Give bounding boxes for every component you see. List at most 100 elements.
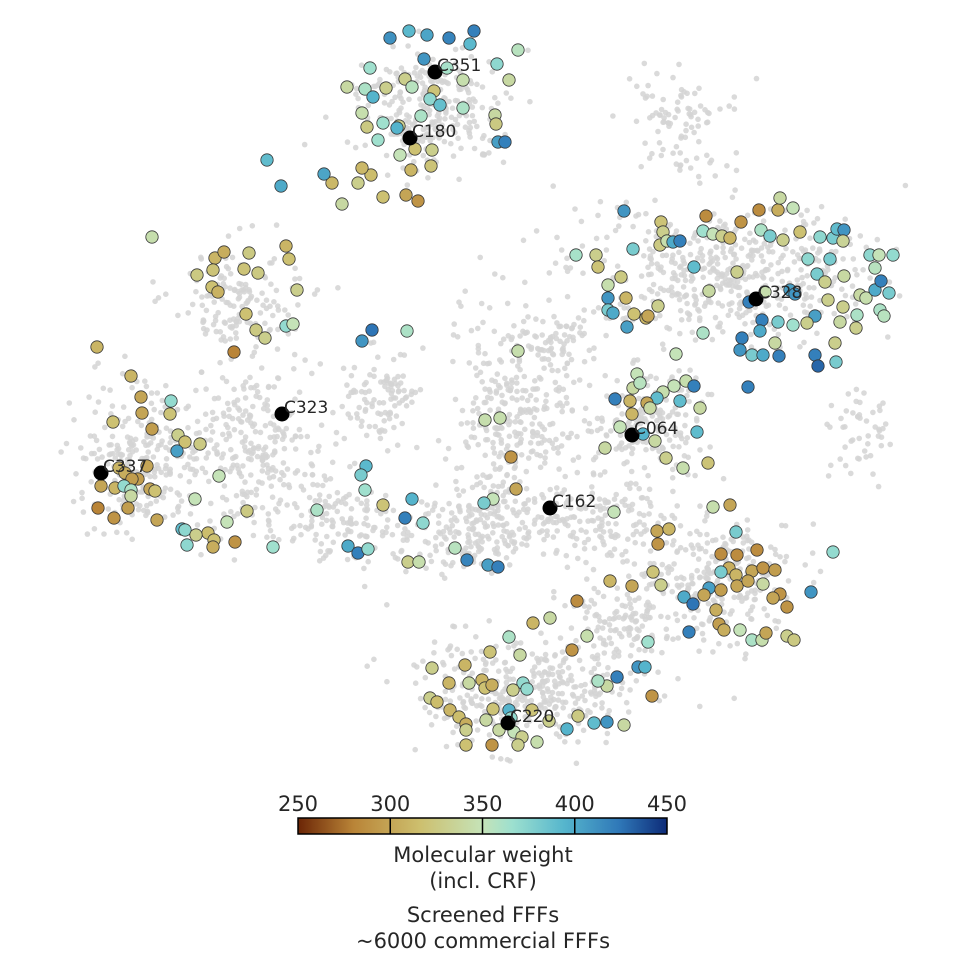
commercial-fff-point [442, 561, 449, 567]
commercial-fff-point [678, 94, 685, 100]
commercial-fff-point [524, 542, 530, 548]
commercial-fff-point [321, 473, 328, 479]
commercial-fff-point [649, 93, 656, 99]
screened-fff-point [217, 245, 231, 259]
screened-fff-point [310, 503, 324, 517]
commercial-fff-point [226, 430, 232, 437]
screened-fff-point [443, 703, 457, 717]
commercial-fff-point [314, 287, 321, 293]
commercial-fff-point [684, 435, 691, 441]
commercial-fff-point [507, 418, 513, 425]
commercial-fff-point [566, 351, 572, 358]
commercial-fff-point [761, 606, 767, 612]
commercial-fff-point [575, 695, 581, 702]
commercial-fff-point [217, 329, 224, 335]
commercial-fff-point [244, 299, 251, 306]
commercial-fff-point [206, 292, 212, 299]
commercial-fff-point [137, 489, 144, 495]
commercial-fff-point [442, 696, 449, 703]
commercial-fff-point [727, 643, 733, 649]
commercial-fff-point [714, 255, 721, 262]
commercial-fff-point [778, 255, 784, 261]
commercial-fff-point [750, 319, 756, 326]
commercial-fff-point [267, 420, 274, 427]
commercial-fff-point [596, 496, 603, 502]
commercial-fff-point [683, 292, 689, 299]
commercial-fff-point [674, 582, 681, 589]
screened-fff-point [401, 555, 415, 569]
screened-fff-point [701, 456, 715, 470]
commercial-fff-point [291, 351, 298, 358]
commercial-fff-point [863, 244, 870, 251]
commercial-fff-point [192, 471, 198, 478]
screened-fff-point [823, 252, 837, 266]
commercial-fff-point [554, 513, 560, 520]
commercial-fff-point [390, 507, 397, 514]
commercial-fff-point [471, 118, 478, 125]
commercial-fff-point [513, 374, 520, 381]
screened-fff-point [178, 523, 192, 537]
commercial-fff-point [432, 126, 439, 133]
commercial-fff-point [236, 470, 243, 477]
commercial-fff-point [753, 75, 760, 82]
commercial-fff-point [662, 109, 669, 116]
commercial-fff-point [524, 722, 530, 729]
commercial-fff-point [101, 531, 107, 537]
screened-fff-point [755, 313, 769, 327]
commercial-fff-point [367, 372, 373, 378]
commercial-fff-point [842, 462, 849, 469]
commercial-fff-point [469, 484, 476, 491]
commercial-fff-point [73, 471, 79, 477]
commercial-fff-point [563, 323, 570, 330]
commercial-fff-point [775, 270, 781, 277]
screened-fff-point [376, 190, 390, 204]
commercial-fff-point [344, 139, 351, 145]
commercial-fff-point [317, 361, 324, 367]
commercial-fff-point [746, 537, 752, 543]
commercial-fff-point [354, 496, 361, 503]
screened-fff-point [648, 434, 662, 448]
commercial-fff-point [636, 646, 642, 653]
commercial-fff-point [614, 263, 621, 270]
commercial-fff-point [802, 562, 808, 568]
commercial-fff-point [476, 410, 482, 417]
commercial-fff-point [369, 403, 376, 410]
commercial-fff-point [468, 543, 474, 550]
commercial-fff-point [654, 70, 660, 77]
commercial-fff-point [671, 538, 677, 544]
commercial-fff-point [733, 150, 740, 156]
screened-fff-point [190, 268, 204, 282]
commercial-fff-point [794, 277, 801, 283]
screened-fff-point [180, 538, 194, 552]
commercial-fff-point [473, 395, 479, 401]
commercial-fff-point [577, 324, 584, 331]
commercial-fff-point [532, 333, 538, 339]
commercial-fff-point [624, 459, 630, 465]
commercial-fff-point [510, 676, 517, 683]
commercial-fff-point [494, 539, 500, 545]
commercial-fff-point [692, 337, 699, 343]
commercial-fff-point [233, 330, 239, 336]
commercial-fff-point [607, 549, 613, 556]
commercial-fff-point [362, 406, 369, 413]
commercial-fff-point [570, 457, 577, 463]
commercial-fff-point [518, 431, 524, 437]
commercial-fff-point [683, 157, 690, 164]
commercial-fff-point [429, 507, 436, 513]
commercial-fff-point [681, 575, 687, 582]
commercial-fff-point [377, 435, 384, 442]
commercial-fff-point [296, 426, 303, 433]
commercial-fff-point [154, 446, 161, 453]
commercial-fff-point [347, 463, 353, 470]
commercial-fff-point [655, 669, 661, 675]
commercial-fff-point [242, 479, 248, 485]
screened-fff-point [490, 57, 504, 71]
commercial-fff-point [170, 512, 176, 518]
commercial-fff-point [568, 356, 575, 363]
screened-fff-point [164, 394, 178, 408]
commercial-fff-point [502, 540, 509, 547]
commercial-fff-point [423, 511, 429, 518]
screened-fff-point [504, 450, 518, 464]
screened-fff-point [804, 585, 818, 599]
